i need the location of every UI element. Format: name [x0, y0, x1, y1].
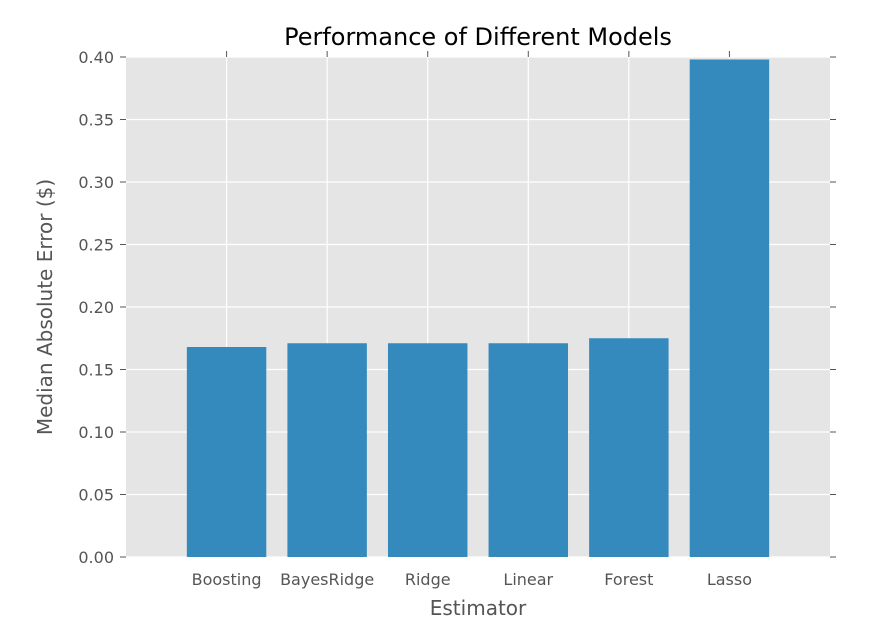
y-tick-label: 0.15: [78, 361, 114, 380]
y-tick-label: 0.20: [78, 298, 114, 317]
bar-forest: [589, 338, 669, 557]
y-tick-label: 0.35: [78, 111, 114, 130]
x-tick-label: Ridge: [405, 570, 451, 589]
x-tick-label: Linear: [503, 570, 553, 589]
y-axis-label: Median Absolute Error ($): [33, 179, 57, 435]
x-axis-ticks: Boosting BayesRidge Ridge Linear Forest Lasso: [192, 51, 752, 589]
chart-title: Performance of Different Models: [284, 23, 672, 51]
y-tick-label: 0.30: [78, 173, 114, 192]
y-tick-label: 0.25: [78, 236, 114, 255]
bar-bayesridge: [287, 343, 367, 557]
y-tick-label: 0.40: [78, 48, 114, 67]
bars: [186, 59, 770, 557]
x-tick-label: Lasso: [707, 570, 752, 589]
y-tick-label: 0.00: [78, 548, 114, 567]
bar-boosting: [186, 347, 267, 557]
y-axis-ticks: 0.00 0.05 0.10 0.15 0.20 0.25 0.30 0.35 0.40: [78, 48, 836, 567]
y-tick-label: 0.05: [78, 486, 114, 505]
x-tick-label: Boosting: [192, 570, 262, 589]
bar-linear: [488, 343, 569, 557]
x-tick-label: Forest: [604, 570, 653, 589]
y-tick-label: 0.10: [78, 423, 114, 442]
x-tick-label: BayesRidge: [280, 570, 374, 589]
bar-ridge: [387, 343, 468, 557]
x-axis-label: Estimator: [430, 596, 527, 620]
bar-lasso: [689, 59, 770, 557]
